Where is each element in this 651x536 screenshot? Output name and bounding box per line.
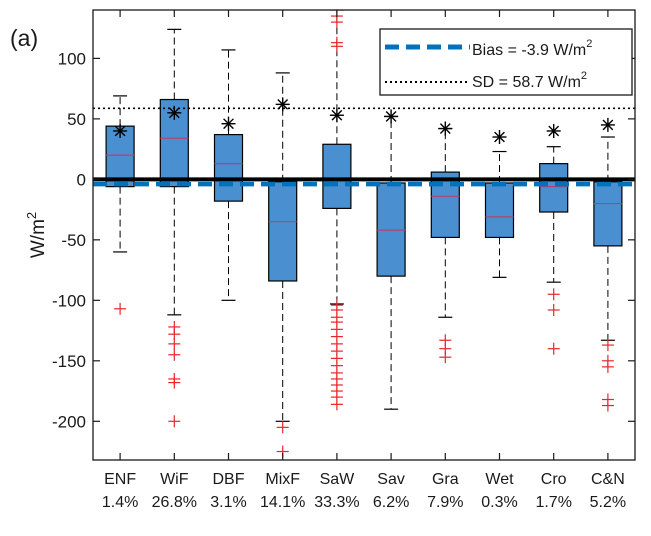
- y-tick-label: 100: [58, 49, 86, 68]
- plot-frame: [92, 9, 636, 461]
- outlier-marker: [601, 339, 614, 352]
- outlier-marker: [168, 348, 181, 361]
- y-tick-label: 50: [67, 110, 86, 129]
- x-tick-label: MixF: [265, 471, 300, 488]
- outlier-marker: [168, 337, 181, 350]
- box-Cro: [539, 146, 569, 355]
- legend-box: [379, 28, 633, 96]
- x-tick-label: Cro: [541, 471, 567, 488]
- box-body: [593, 181, 623, 247]
- box-body: [484, 182, 515, 239]
- legend: Bias = -3.9 W/m2 SD = 58.7 W/m2: [379, 28, 633, 96]
- mean-marker-Sav: [384, 109, 399, 124]
- mean-marker-WiF: [167, 105, 182, 120]
- x-percentage-label: 1.4%: [102, 494, 138, 511]
- x-tick-label: DBF: [213, 471, 245, 488]
- outlier-marker: [439, 351, 452, 364]
- x-percentage-label: 6.2%: [373, 494, 409, 511]
- outlier-marker: [168, 415, 181, 428]
- mean-marker-ENF: [113, 123, 128, 138]
- mean-marker-C&N: [600, 117, 615, 132]
- x-tick-label: ENF: [104, 471, 136, 488]
- x-tick-label: Sav: [377, 471, 405, 488]
- box-Gra: [430, 127, 460, 364]
- mean-marker-MixF: [275, 97, 290, 112]
- x-percentage-label: 33.3%: [314, 494, 359, 511]
- y-axis-label: W/m2: [24, 212, 49, 258]
- x-percentage-label: 3.1%: [210, 494, 246, 511]
- x-tick-label: SaW: [320, 471, 356, 488]
- mean-marker-DBF: [221, 116, 236, 131]
- panel-label: (a): [10, 25, 38, 51]
- y-tick-label: -200: [52, 412, 86, 431]
- x-percentage-label: 5.2%: [590, 494, 626, 511]
- box-C&N: [593, 136, 623, 412]
- x-percentage-label: 14.1%: [260, 494, 305, 511]
- y-tick-label: -50: [61, 231, 86, 250]
- box-body: [376, 182, 406, 277]
- box-MixF: [268, 72, 298, 458]
- x-tick-label: WiF: [160, 471, 189, 488]
- outlier-marker: [168, 376, 181, 389]
- box-SaW: [322, 10, 352, 411]
- outlier-marker: [114, 302, 127, 315]
- x-percentage-label: 0.3%: [481, 494, 517, 511]
- x-tick-label: Gra: [432, 471, 459, 488]
- x-tick-label: Wet: [485, 471, 514, 488]
- x-tick-label: C&N: [591, 471, 625, 488]
- mean-marker-Gra: [438, 121, 453, 136]
- y-tick-label: 0: [77, 170, 86, 189]
- mean-marker-SaW: [329, 108, 344, 123]
- box-body: [322, 143, 352, 209]
- outlier-marker: [276, 421, 289, 434]
- y-tick-label: -100: [52, 291, 86, 310]
- x-percentage-label: 26.8%: [152, 494, 197, 511]
- x-percentage-label: 1.7%: [535, 494, 571, 511]
- outlier-marker: [547, 342, 560, 355]
- y-tick-label: -150: [52, 352, 86, 371]
- box-body: [539, 163, 569, 213]
- outlier-marker: [330, 398, 343, 411]
- box-WiF: [159, 28, 189, 428]
- mean-marker-Wet: [492, 130, 507, 145]
- box-Sav: [376, 115, 406, 410]
- box-body: [213, 133, 244, 202]
- outlier-marker: [547, 288, 560, 301]
- outlier-marker: [330, 40, 343, 53]
- outlier-marker: [330, 16, 343, 29]
- outlier-marker: [601, 399, 614, 412]
- outlier-marker: [547, 304, 560, 316]
- x-percentage-label: 7.9%: [427, 494, 463, 511]
- box-body: [268, 181, 298, 282]
- mean-marker-Cro: [546, 123, 561, 138]
- legend-bias-label: Bias = -3.9 W/m2: [472, 38, 592, 59]
- box-Wet: [484, 150, 515, 278]
- outlier-marker: [601, 360, 614, 373]
- legend-sd-label: SD = 58.7 W/m2: [472, 70, 587, 91]
- box-DBF: [213, 49, 244, 301]
